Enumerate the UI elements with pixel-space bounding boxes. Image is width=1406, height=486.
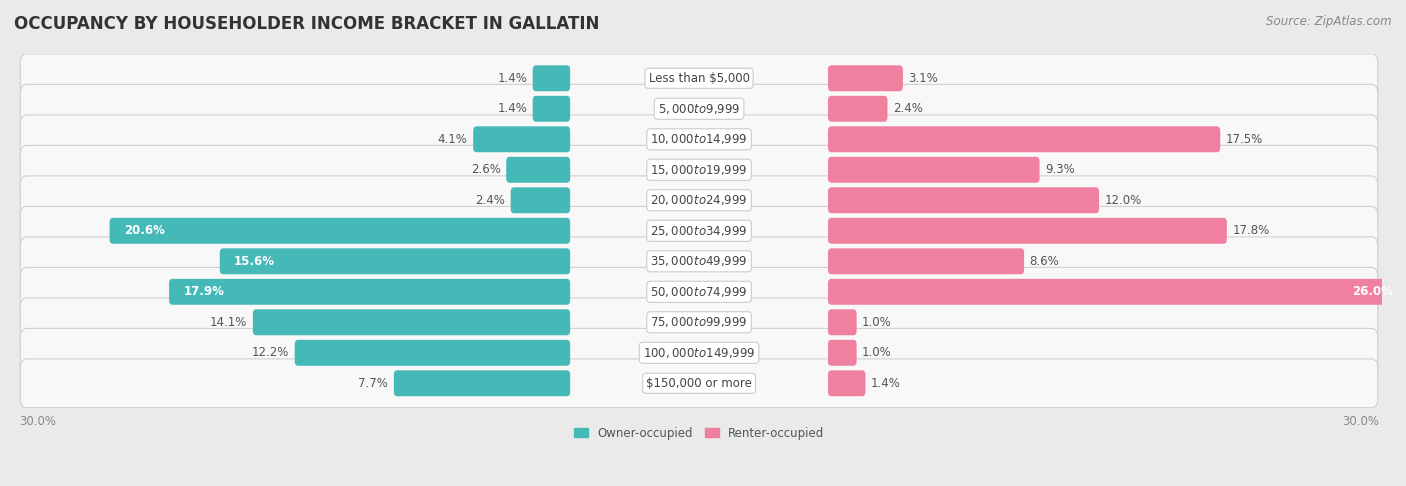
FancyBboxPatch shape [20,145,1378,194]
FancyBboxPatch shape [828,126,1220,152]
Text: $100,000 to $149,999: $100,000 to $149,999 [643,346,755,360]
Text: 17.5%: 17.5% [1226,133,1263,146]
Text: $25,000 to $34,999: $25,000 to $34,999 [651,224,748,238]
FancyBboxPatch shape [828,218,1227,244]
Text: $35,000 to $49,999: $35,000 to $49,999 [651,254,748,268]
FancyBboxPatch shape [474,126,571,152]
FancyBboxPatch shape [110,218,571,244]
Text: 1.0%: 1.0% [862,347,891,359]
Text: Source: ZipAtlas.com: Source: ZipAtlas.com [1267,15,1392,28]
Text: 12.0%: 12.0% [1105,194,1142,207]
FancyBboxPatch shape [828,309,856,335]
Text: 8.6%: 8.6% [1029,255,1059,268]
Text: Less than $5,000: Less than $5,000 [648,72,749,85]
FancyBboxPatch shape [295,340,571,366]
FancyBboxPatch shape [828,248,1024,274]
FancyBboxPatch shape [20,85,1378,133]
Text: 4.1%: 4.1% [437,133,468,146]
FancyBboxPatch shape [394,370,571,396]
FancyBboxPatch shape [828,340,856,366]
Text: 17.9%: 17.9% [183,285,225,298]
Legend: Owner-occupied, Renter-occupied: Owner-occupied, Renter-occupied [569,422,830,444]
FancyBboxPatch shape [169,279,571,305]
Text: 2.4%: 2.4% [893,102,922,115]
FancyBboxPatch shape [20,207,1378,255]
Text: 7.7%: 7.7% [359,377,388,390]
Text: $150,000 or more: $150,000 or more [647,377,752,390]
FancyBboxPatch shape [828,370,866,396]
FancyBboxPatch shape [828,279,1406,305]
FancyBboxPatch shape [20,359,1378,408]
Text: 1.4%: 1.4% [870,377,901,390]
FancyBboxPatch shape [20,237,1378,286]
Text: $75,000 to $99,999: $75,000 to $99,999 [651,315,748,330]
Text: $50,000 to $74,999: $50,000 to $74,999 [651,285,748,299]
Text: 26.0%: 26.0% [1353,285,1393,298]
Text: 2.6%: 2.6% [471,163,501,176]
Text: 1.4%: 1.4% [498,102,527,115]
Text: 1.0%: 1.0% [862,316,891,329]
FancyBboxPatch shape [828,96,887,122]
FancyBboxPatch shape [828,157,1039,183]
Text: $5,000 to $9,999: $5,000 to $9,999 [658,102,741,116]
Text: 14.1%: 14.1% [209,316,247,329]
FancyBboxPatch shape [219,248,571,274]
Text: 12.2%: 12.2% [252,347,290,359]
Text: 15.6%: 15.6% [233,255,276,268]
FancyBboxPatch shape [20,54,1378,103]
Text: 17.8%: 17.8% [1233,224,1270,237]
Text: $20,000 to $24,999: $20,000 to $24,999 [651,193,748,208]
FancyBboxPatch shape [253,309,571,335]
Text: 20.6%: 20.6% [124,224,165,237]
Text: $15,000 to $19,999: $15,000 to $19,999 [651,163,748,177]
Text: OCCUPANCY BY HOUSEHOLDER INCOME BRACKET IN GALLATIN: OCCUPANCY BY HOUSEHOLDER INCOME BRACKET … [14,15,599,33]
FancyBboxPatch shape [828,187,1099,213]
FancyBboxPatch shape [533,65,571,91]
Text: 3.1%: 3.1% [908,72,938,85]
FancyBboxPatch shape [533,96,571,122]
FancyBboxPatch shape [20,267,1378,316]
FancyBboxPatch shape [506,157,571,183]
Text: 2.4%: 2.4% [475,194,505,207]
FancyBboxPatch shape [20,329,1378,377]
Text: 1.4%: 1.4% [498,72,527,85]
Text: 9.3%: 9.3% [1045,163,1074,176]
Text: $10,000 to $14,999: $10,000 to $14,999 [651,132,748,146]
FancyBboxPatch shape [510,187,571,213]
FancyBboxPatch shape [20,176,1378,225]
FancyBboxPatch shape [20,298,1378,347]
FancyBboxPatch shape [828,65,903,91]
FancyBboxPatch shape [20,115,1378,164]
